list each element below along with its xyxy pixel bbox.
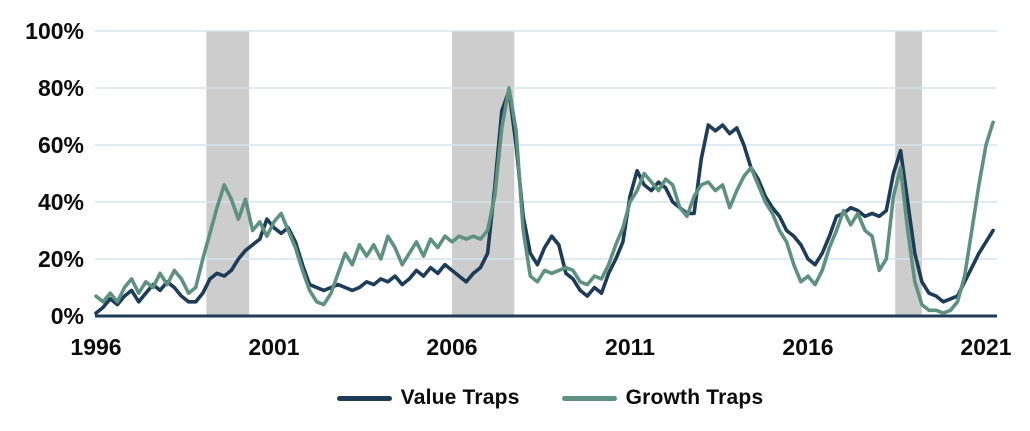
legend-item-value-traps: Value Traps (336, 386, 520, 410)
value-traps-line-swatch (336, 395, 392, 401)
value-traps-legend-label: Value Traps (400, 386, 520, 409)
series-line-growth-traps (94, 86, 995, 315)
y-axis-tick-label: 0% (51, 303, 84, 329)
x-axis-tick-label: 1996 (70, 334, 121, 360)
growth-traps-legend-label: Growth Traps (625, 386, 764, 409)
chart-legend: Value Traps Growth Traps (0, 386, 1030, 410)
x-axis-tick-label: 2021 (960, 334, 1011, 360)
highlight-band (452, 31, 515, 316)
growth-traps-line-swatch (561, 395, 617, 401)
y-axis-tick-label: 100% (25, 18, 84, 44)
x-axis-tick-label: 2001 (248, 334, 299, 360)
highlight-band (206, 31, 250, 316)
line-chart-canvas: 0% 20% 40% 60% 80% 100% 1996 2001 2006 2011 2016 20… (25, 18, 1012, 360)
y-axis-tick-label: 20% (38, 246, 84, 272)
y-axis-tick-label: 40% (38, 189, 84, 215)
x-axis-tick-label: 2006 (426, 334, 477, 360)
legend-item-growth-traps: Growth Traps (561, 386, 764, 410)
x-axis-tick-label: 2016 (782, 334, 833, 360)
y-axis-tick-label: 60% (38, 132, 84, 158)
y-axis-tick-label: 80% (38, 75, 84, 101)
x-axis-tick-label: 2011 (605, 334, 655, 360)
